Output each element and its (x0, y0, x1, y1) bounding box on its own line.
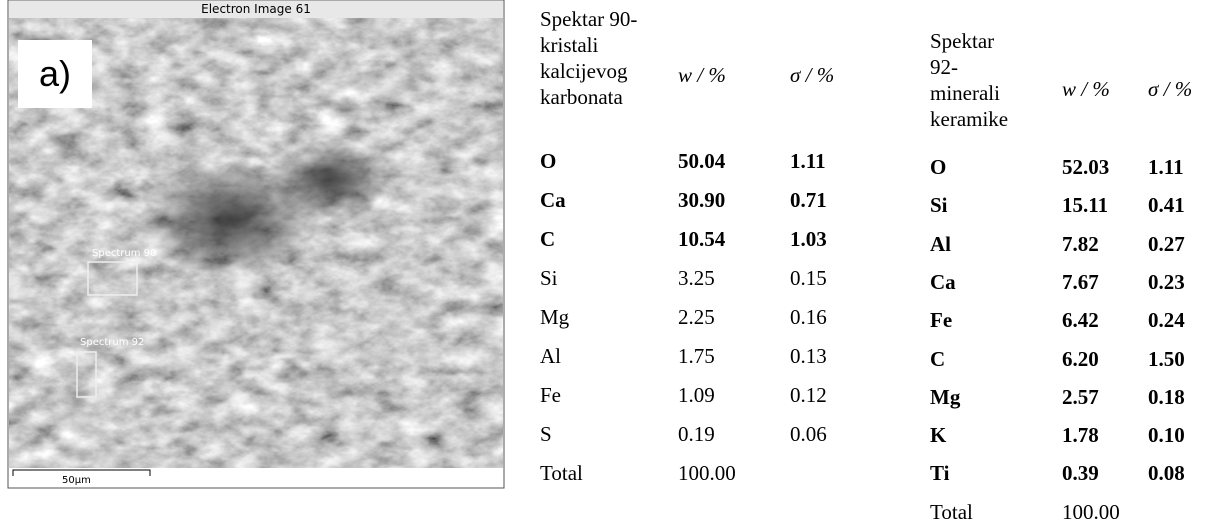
table-cell: Al (540, 344, 561, 368)
table-cell: 1.09 (678, 383, 715, 407)
table-cell: Si (540, 266, 558, 290)
spectrum-label: Spectrum 90 (92, 248, 156, 259)
table-cell: 0.71 (790, 188, 827, 212)
table-cell: 2.25 (678, 305, 715, 329)
spectrum-label: Spectrum 92 (80, 337, 144, 348)
table-cell: K (930, 423, 947, 448)
cavity (270, 140, 390, 220)
table-cell: Fe (540, 383, 561, 407)
table-cell: 0.27 (1148, 231, 1185, 256)
table-cell: 1.11 (790, 149, 826, 173)
table-cell: 0.16 (790, 305, 827, 329)
table-cell: O (930, 155, 947, 179)
table-header: Spektar 90-kristali kalcijevog karbonata (540, 7, 638, 109)
table-cell: 0.23 (1148, 269, 1185, 294)
table-cell: 7.67 (1062, 269, 1099, 294)
table-cell: 0.06 (790, 422, 827, 446)
table-cell: 15.11 (1062, 193, 1109, 218)
table-cell: Al (930, 231, 951, 256)
table-cell: Mg (930, 384, 961, 409)
sem-image-panel: Electron Image 61 a) Spectrum 90 Spectru… (7, 0, 505, 489)
table-cell: 1.50 (1148, 346, 1185, 371)
table-cell: 0.18 (1148, 384, 1185, 409)
table-cell: O (540, 149, 557, 173)
spectrum-box (87, 261, 138, 296)
table-header: Spektar 92-minerali keramike (930, 29, 1009, 131)
table-cell: 3.25 (678, 266, 715, 290)
table-cell: S (540, 422, 552, 446)
table-cell: 0.19 (678, 422, 715, 446)
scale-strip (9, 468, 503, 487)
table-cell: 0.12 (790, 383, 827, 407)
table-cell: Fe (930, 308, 953, 333)
table-cell: 50.04 (678, 149, 726, 173)
table-cell: 2.57 (1062, 384, 1099, 409)
table-header: σ / % (790, 63, 835, 87)
scale-label: 50µm (62, 475, 91, 486)
table-cell: 1.75 (678, 344, 715, 368)
table-cell: Ti (930, 461, 950, 486)
table-cell: 1.78 (1062, 423, 1099, 448)
table-cell: 0.41 (1148, 193, 1185, 218)
panel-label: a) (39, 53, 71, 94)
panel-label-box (18, 40, 92, 108)
table-header: σ / % (1148, 77, 1193, 101)
table-cell: 7.82 (1062, 231, 1099, 256)
table-cell: 0.13 (790, 344, 827, 368)
table-cell: 0.08 (1148, 461, 1185, 486)
table-cell: C (540, 227, 556, 251)
table-cell: Mg (540, 305, 570, 329)
table-cell: 0.15 (790, 266, 827, 290)
table-header: w / % (678, 63, 726, 87)
table-cell: 100.00 (678, 461, 736, 485)
table-cell: Total (540, 461, 583, 485)
table-cell: 0.24 (1148, 308, 1185, 333)
table-cell: 6.20 (1062, 346, 1099, 371)
table-cell: 1.11 (1148, 155, 1184, 179)
table-cell: 10.54 (678, 227, 726, 251)
table-cell: 6.42 (1062, 308, 1099, 333)
title-bar (9, 1, 503, 18)
table-cell: 0.10 (1148, 423, 1185, 448)
table-cell: 0.39 (1062, 461, 1099, 486)
table-header: w / % (1062, 77, 1110, 101)
table-cell: 100.00 (1062, 499, 1120, 524)
table-cell: 1.03 (790, 227, 827, 251)
image-title: Electron Image 61 (201, 2, 311, 16)
spectrum-box (76, 351, 97, 398)
table-cell: Ca (930, 269, 956, 294)
table-cell: Total (930, 499, 973, 524)
table-cell: Ca (540, 188, 566, 212)
table-cell: 52.03 (1062, 155, 1110, 179)
table-cell: C (930, 346, 946, 371)
scale-bar (12, 469, 151, 476)
table-cell: 30.90 (678, 188, 726, 212)
table-cell: Si (930, 193, 948, 218)
